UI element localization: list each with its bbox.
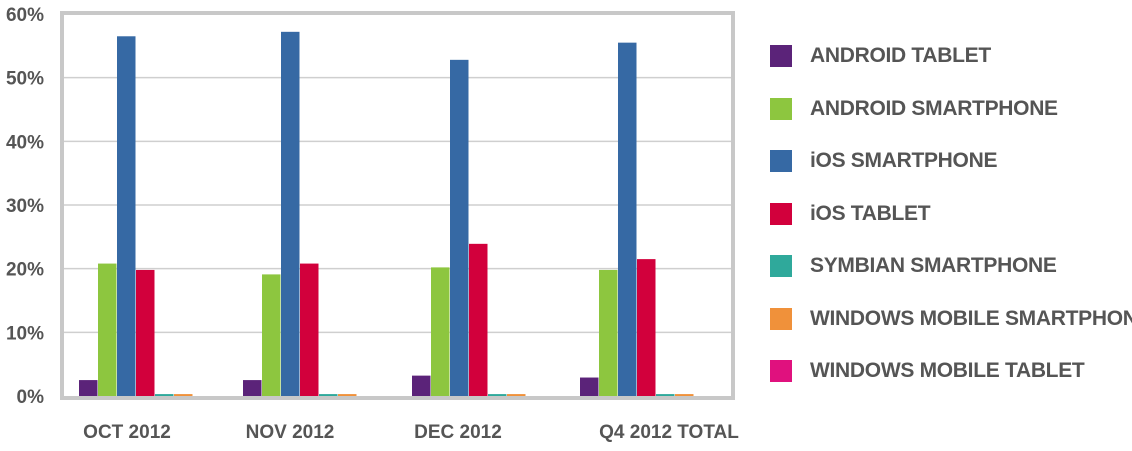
bar <box>637 259 656 396</box>
y-tick-label: 20% <box>6 260 44 281</box>
bar <box>656 394 675 396</box>
legend-item: iOS TABLET <box>770 188 1130 241</box>
legend-swatch <box>770 255 792 278</box>
bar-chart: 0% 10% 20% 30% 40% 50% 60% OCT 2012 NOV 2012 DEC… <box>6 5 739 443</box>
x-category-label: Q4 2012 TOTAL <box>599 422 739 443</box>
x-category-label: OCT 2012 <box>83 422 171 443</box>
bar <box>580 377 599 396</box>
legend-swatch <box>770 307 792 330</box>
legend-swatch <box>770 150 792 173</box>
bar <box>319 394 338 396</box>
bar <box>412 375 431 396</box>
legend-label: WINDOWS MOBILE SMARTPHONE <box>810 306 1132 330</box>
legend-label: SYMBIAN SMARTPHONE <box>810 254 1057 278</box>
bar <box>79 380 98 396</box>
legend-swatch <box>770 360 792 383</box>
bar <box>338 394 357 396</box>
bar <box>618 42 637 397</box>
bar-group <box>79 31 694 397</box>
x-axis-categories: OCT 2012 NOV 2012 DEC 2012 Q4 2012 TOTAL <box>83 422 739 443</box>
x-category-label: DEC 2012 <box>414 422 502 443</box>
bar <box>262 274 281 396</box>
legend-label: iOS TABLET <box>810 201 931 225</box>
y-tick-label: 10% <box>6 323 44 344</box>
bar <box>117 36 136 397</box>
y-tick-label: 40% <box>6 132 44 153</box>
legend-label: iOS SMARTPHONE <box>810 149 998 173</box>
bar <box>599 269 618 396</box>
bar <box>136 269 155 396</box>
legend-item: SYMBIAN SMARTPHONE <box>770 240 1130 293</box>
y-axis-ticks: 0% 10% 20% 30% 40% 50% 60% <box>6 5 44 408</box>
bar <box>469 243 488 396</box>
legend-item: WINDOWS MOBILE TABLET <box>770 345 1130 398</box>
y-tick-label: 30% <box>6 196 44 217</box>
legend: ANDROID TABLET ANDROID SMARTPHONE iOS SMAR… <box>770 30 1132 398</box>
bar <box>281 31 300 397</box>
legend-label: WINDOWS MOBILE TABLET <box>810 359 1085 383</box>
bar <box>431 267 450 396</box>
bar <box>243 380 262 396</box>
bar <box>488 394 507 396</box>
bar <box>675 394 694 396</box>
y-tick-label: 50% <box>6 69 44 90</box>
legend-item: ANDROID TABLET <box>770 30 1130 83</box>
y-tick-label: 0% <box>17 387 45 408</box>
legend-item: WINDOWS MOBILE SMARTPHONE <box>770 293 1132 346</box>
legend-swatch <box>770 45 792 68</box>
legend-item: ANDROID SMARTPHONE <box>770 83 1130 136</box>
legend-swatch <box>770 202 792 225</box>
bar <box>450 59 469 397</box>
bar <box>300 263 319 396</box>
plot-frame <box>60 11 735 400</box>
y-tick-label: 60% <box>6 5 44 26</box>
legend-label: ANDROID SMARTPHONE <box>810 96 1058 120</box>
bar <box>507 394 526 396</box>
x-category-label: NOV 2012 <box>246 422 335 443</box>
legend-item: iOS SMARTPHONE <box>770 135 1130 188</box>
legend-label: ANDROID TABLET <box>810 44 991 68</box>
bar <box>155 394 174 396</box>
bar <box>174 394 193 396</box>
bar <box>98 263 117 396</box>
legend-swatch <box>770 97 792 120</box>
